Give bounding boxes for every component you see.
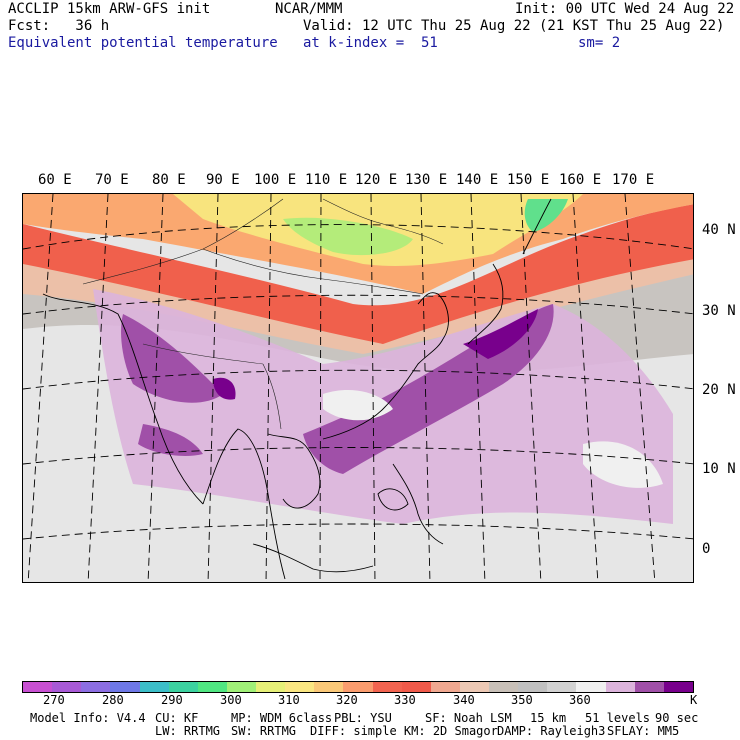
- valid-time: Valid: 12 UTC Thu 25 Aug 22 (21 KST Thu …: [303, 18, 725, 34]
- green-region: [283, 217, 413, 256]
- light-patch: [583, 441, 663, 488]
- forecast-hour: Fcst: 36 h: [8, 18, 110, 34]
- colorbar: [22, 681, 694, 693]
- coastlines: [42, 198, 552, 580]
- colorbar-tick: 280: [102, 693, 124, 707]
- dark-purple-core: [213, 377, 236, 400]
- colorbar-tick: 340: [453, 693, 475, 707]
- lon-label: 90 E: [206, 172, 240, 188]
- lon-label: 70 E: [95, 172, 129, 188]
- resolution: 15 km: [530, 711, 567, 725]
- colorbar-swatch: [401, 682, 431, 692]
- smoothing-label: sm= 2: [578, 35, 621, 51]
- lat-label: 40 N: [702, 222, 736, 238]
- field-name: Equivalent potential temperature: [8, 35, 278, 51]
- lon-label: 100 E: [254, 172, 297, 188]
- colorbar-tick: 350: [511, 693, 533, 707]
- colorbar-tick: 320: [336, 693, 358, 707]
- colorbar-swatch: [576, 682, 606, 692]
- colorbar-swatch: [52, 682, 82, 692]
- colorbar-swatch: [372, 682, 402, 692]
- colorbar-swatch: [110, 682, 140, 692]
- init-time: Init: 00 UTC Wed 24 Aug 22: [515, 1, 735, 17]
- colorbar-tick: 310: [278, 693, 300, 707]
- colorbar-tick: 270: [43, 693, 65, 707]
- colorbar-swatch: [226, 682, 256, 692]
- purple-patch: [121, 314, 223, 403]
- model-info: Model Info: V4.4: [30, 711, 146, 725]
- green-region-north: [524, 199, 568, 232]
- colorbar-swatch: [197, 682, 227, 692]
- colorbar-tick: 290: [161, 693, 183, 707]
- lat-label: 10 N: [702, 461, 736, 477]
- cu-scheme: CU: KF: [155, 711, 199, 725]
- lon-label: 140 E: [456, 172, 499, 188]
- sw-scheme: SW: RRTMG: [231, 724, 297, 738]
- diff-scheme: DIFF: simple KM: 2D Smagor: [310, 724, 498, 738]
- colorbar-swatch: [139, 682, 169, 692]
- dark-purple-core: [463, 309, 538, 359]
- colorbar-swatch: [256, 682, 286, 692]
- pbl-scheme: PBL: YSU: [334, 711, 392, 725]
- light-patch: [323, 389, 393, 421]
- colorbar-swatch: [168, 682, 198, 692]
- level-index: at k-index = 51: [303, 35, 438, 51]
- sflay-scheme: SFLAY: MM5: [607, 724, 680, 738]
- mp-scheme: MP: WDM 6class: [231, 711, 333, 725]
- colorbar-swatch: [285, 682, 315, 692]
- graticule: [23, 194, 693, 582]
- lon-label: 60 E: [38, 172, 72, 188]
- country-borders: [82, 198, 444, 430]
- lon-label: 160 E: [559, 172, 602, 188]
- sf-scheme: SF: Noah LSM: [425, 711, 512, 725]
- colorbar-unit: K: [690, 693, 698, 707]
- colorbar-tick: 360: [569, 693, 591, 707]
- lon-label: 170 E: [612, 172, 655, 188]
- colorbar-swatch: [343, 682, 373, 692]
- colorbar-tick: 330: [394, 693, 416, 707]
- time-step: 90 sec: [655, 711, 699, 725]
- colorbar-swatch: [81, 682, 111, 692]
- lon-label: 150 E: [507, 172, 550, 188]
- colorbar-swatch: [518, 682, 548, 692]
- colorbar-swatch: [489, 682, 519, 692]
- lon-label: 110 E: [305, 172, 348, 188]
- lon-label: 130 E: [405, 172, 448, 188]
- lon-label: 120 E: [355, 172, 398, 188]
- colorbar-tick: 300: [220, 693, 242, 707]
- vertical-levels: 51 levels: [585, 711, 651, 725]
- colorbar-swatch: [430, 682, 460, 692]
- lat-label: 0: [702, 541, 711, 557]
- damp-scheme: DAMP: Rayleigh3: [497, 724, 606, 738]
- colorbar-swatch: [23, 682, 53, 692]
- lat-label: 30 N: [702, 303, 736, 319]
- colorbar-swatch: [663, 682, 693, 692]
- lw-scheme: LW: RRTMG: [155, 724, 221, 738]
- map-canvas: [23, 194, 693, 582]
- colorbar-swatch: [547, 682, 577, 692]
- institution-label: NCAR/MMM: [275, 1, 343, 17]
- colorbar-swatch: [605, 682, 635, 692]
- model-title: ACCLIP 15km ARW-GFS init: [8, 1, 211, 17]
- lat-label: 20 N: [702, 382, 736, 398]
- lon-label: 80 E: [152, 172, 186, 188]
- colorbar-swatch: [314, 682, 344, 692]
- colorbar-swatch: [459, 682, 489, 692]
- red-band: [23, 204, 693, 344]
- colorbar-swatch: [634, 682, 664, 692]
- theta-e-map: [22, 193, 694, 583]
